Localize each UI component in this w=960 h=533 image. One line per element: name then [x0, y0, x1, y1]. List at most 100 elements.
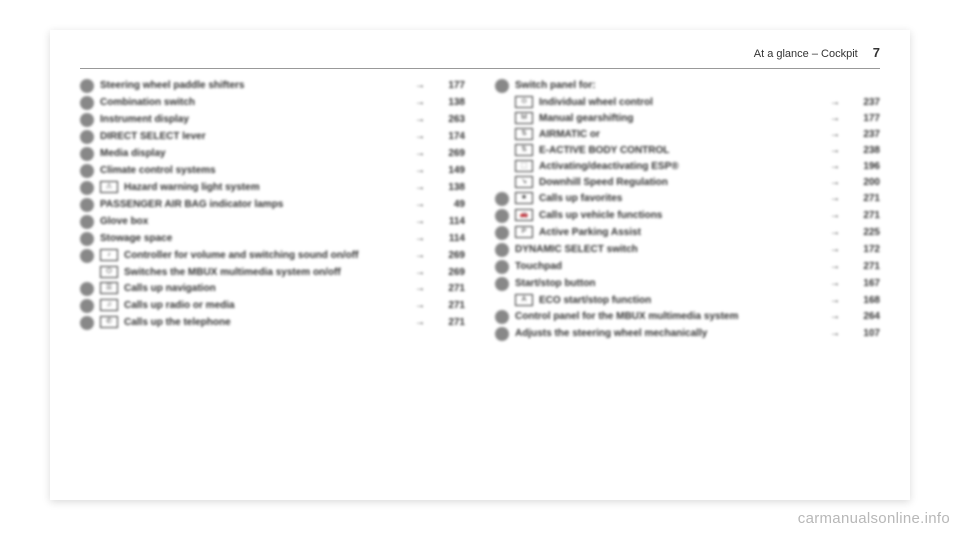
symbol-icon: ✆: [100, 316, 118, 328]
bullet-marker: [80, 181, 94, 195]
index-row: Stowage space → 114: [80, 232, 465, 246]
reference-page: 271: [850, 192, 880, 205]
symbol-icon: ⚠: [100, 181, 118, 193]
reference-page: 200: [850, 176, 880, 189]
index-label: Activating/deactivating ESP®: [539, 160, 824, 173]
bullet-marker: [495, 192, 509, 206]
reference-page: 269: [435, 147, 465, 160]
reference-arrow-icon: →: [830, 260, 840, 273]
reference-arrow-icon: →: [830, 226, 840, 239]
index-label: Stowage space: [100, 232, 409, 245]
index-label: Calls up the telephone: [124, 316, 409, 329]
bullet-marker: [495, 310, 509, 324]
index-label: Individual wheel control: [539, 96, 824, 109]
bullet-marker: [80, 147, 94, 161]
bullet-marker: [80, 299, 94, 313]
reference-arrow-icon: →: [830, 128, 840, 141]
reference-page: 271: [435, 316, 465, 329]
index-row: DYNAMIC SELECT switch→172: [495, 243, 880, 257]
symbol-icon: A: [515, 294, 533, 306]
reference-arrow-icon: →: [830, 112, 840, 125]
index-label: Switches the MBUX multimedia system on/o…: [124, 266, 409, 279]
reference-arrow-icon: →: [415, 232, 425, 245]
index-label: Switch panel for:: [515, 79, 880, 92]
reference-page: 177: [435, 79, 465, 92]
reference-arrow-icon: →: [415, 79, 425, 92]
index-label: Calls up vehicle functions: [539, 209, 824, 222]
index-row: ♫Calls up radio or media→271: [80, 299, 465, 313]
reference-arrow-icon: →: [415, 215, 425, 228]
index-row: PASSENGER AIR BAG indicator lamps→49: [80, 198, 465, 212]
reference-arrow-icon: →: [830, 310, 840, 323]
index-row: Instrument display→263: [80, 113, 465, 127]
index-row: Touchpad→271: [495, 260, 880, 274]
index-label: Active Parking Assist: [539, 226, 824, 239]
index-label: Adjusts the steering wheel mechanically: [515, 327, 824, 340]
reference-page: 149: [435, 164, 465, 177]
symbol-icon: ♪: [100, 249, 118, 261]
index-row: ✆ Calls up the telephone → 271: [80, 316, 465, 330]
reference-arrow-icon: →: [415, 113, 425, 126]
reference-page: 237: [850, 128, 880, 141]
reference-arrow-icon: →: [415, 147, 425, 160]
bullet-marker: [80, 96, 94, 110]
index-label: DIRECT SELECT lever: [100, 130, 409, 143]
index-label: AIRMATIC or: [539, 128, 824, 141]
index-label: Start/stop button: [515, 277, 824, 290]
section-title: At a glance – Cockpit: [754, 48, 858, 60]
symbol-icon: M: [515, 112, 533, 124]
index-label: Manual gearshifting: [539, 112, 824, 125]
index-row: ☰Calls up navigation→271: [80, 282, 465, 296]
reference-arrow-icon: →: [415, 130, 425, 143]
header-divider: [80, 68, 880, 69]
index-row: ↘Downhill Speed Regulation→200: [495, 176, 880, 189]
reference-page: 271: [435, 282, 465, 295]
symbol-icon: ☰: [100, 282, 118, 294]
reference-arrow-icon: →: [830, 277, 840, 290]
index-row: Glove box→114: [80, 215, 465, 229]
index-row: 🚗Calls up vehicle functions→271: [495, 209, 880, 223]
index-label: Calls up radio or media: [124, 299, 409, 312]
reference-arrow-icon: →: [415, 198, 425, 211]
bullet-marker: [495, 327, 509, 341]
reference-arrow-icon: →: [830, 96, 840, 109]
reference-page: 271: [850, 260, 880, 273]
symbol-icon: ↘: [515, 176, 533, 188]
index-row: Control panel for the MBUX multimedia sy…: [495, 310, 880, 324]
reference-page: 114: [435, 232, 465, 245]
bullet-marker: [495, 260, 509, 274]
index-row: AECO start/stop function→168: [495, 294, 880, 307]
reference-arrow-icon: →: [830, 192, 840, 205]
index-row: ⇅E-ACTIVE BODY CONTROL→238: [495, 144, 880, 157]
bullet-marker: [80, 130, 94, 144]
reference-page: 238: [850, 144, 880, 157]
reference-arrow-icon: →: [415, 299, 425, 312]
index-row: Steering wheel paddle shifters→177: [80, 79, 465, 93]
reference-page: 107: [850, 327, 880, 340]
reference-arrow-icon: →: [415, 316, 425, 329]
symbol-icon: ⊙: [515, 96, 533, 108]
index-row: ⇅AIRMATIC or→237: [495, 128, 880, 141]
bullet-marker: [80, 164, 94, 178]
bullet-marker: [80, 198, 94, 212]
manual-page: At a glance – Cockpit 7 Steering wheel p…: [50, 30, 910, 500]
index-row: Combination switch→138: [80, 96, 465, 110]
reference-page: 196: [850, 160, 880, 173]
index-label: Instrument display: [100, 113, 409, 126]
page-number: 7: [873, 45, 880, 60]
index-label: Controller for volume and switching soun…: [124, 249, 409, 262]
index-label: PASSENGER AIR BAG indicator lamps: [100, 198, 409, 211]
right-column: Switch panel for: ⊙ Individual wheel contr…: [495, 79, 880, 344]
reference-arrow-icon: →: [415, 96, 425, 109]
index-label: Climate control systems: [100, 164, 409, 177]
symbol-icon: ⬚: [515, 160, 533, 172]
index-row: Media display→269: [80, 147, 465, 161]
reference-arrow-icon: →: [830, 209, 840, 222]
symbol-icon: ⏻: [100, 266, 118, 278]
index-label: Glove box: [100, 215, 409, 228]
reference-arrow-icon: →: [830, 176, 840, 189]
index-row: ⊙Individual wheel control→237: [495, 96, 880, 109]
index-row: ⏻ Switches the MBUX multimedia system on/…: [80, 266, 465, 279]
index-row: ⚠Hazard warning light system→138: [80, 181, 465, 195]
reference-arrow-icon: →: [830, 294, 840, 307]
